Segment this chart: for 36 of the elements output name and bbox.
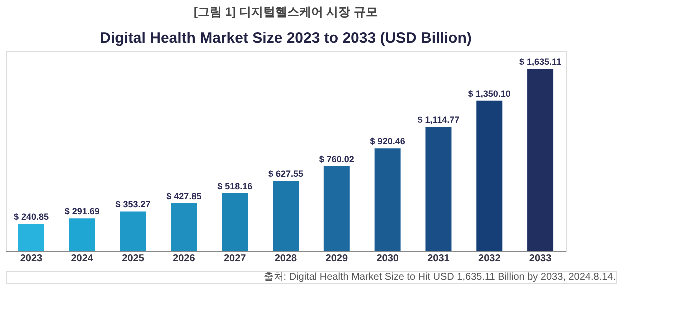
- bar: [324, 166, 350, 251]
- x-tick-label: 2033: [529, 254, 552, 264]
- data-label: $ 627.55: [268, 169, 304, 180]
- x-tick-label: 2031: [428, 254, 450, 264]
- x-tick-label: 2032: [478, 254, 502, 264]
- x-tick-label: 2025: [122, 254, 145, 264]
- bar: [18, 224, 44, 251]
- data-label: $ 353.27: [116, 200, 151, 210]
- data-label: $ 240.85: [14, 212, 49, 222]
- bar: [374, 148, 401, 251]
- chart-title: [그림 1] 디지털헬스케어 시장 규모: [194, 5, 378, 19]
- data-label: $ 760.02: [319, 154, 354, 164]
- data-label: $ 291.69: [64, 206, 100, 217]
- x-tick-label: 2028: [274, 254, 298, 264]
- source-note: 출처: Digital Health Market Size to Hit USD 1,635.11 Billion by 2033, 2024.8.14.: [264, 272, 616, 283]
- data-label: $ 1,114.77: [418, 115, 460, 126]
- x-tick-label: 2030: [376, 254, 400, 264]
- data-label: $ 920.46: [370, 136, 406, 147]
- data-label: $ 427.85: [166, 191, 202, 202]
- bar: [171, 203, 198, 251]
- data-label: $ 1,350.10: [468, 88, 511, 99]
- x-tick-label: 2024: [71, 254, 94, 264]
- bar: [476, 100, 503, 251]
- x-tick-label: 2026: [173, 254, 196, 264]
- bar: [120, 212, 146, 251]
- bar: [222, 193, 248, 251]
- data-label: $ 518.16: [218, 181, 253, 192]
- chart-subtitle: Digital Health Market Size 2023 to 2033 (USD Billion): [100, 30, 472, 47]
- bar: [69, 218, 96, 251]
- x-tick-label: 2027: [224, 254, 247, 264]
- x-tick-label: 2029: [326, 254, 348, 264]
- bar: [273, 181, 299, 251]
- bar: [528, 69, 554, 251]
- x-tick-label: 2023: [20, 254, 44, 264]
- bar: [426, 127, 452, 251]
- data-label: $ 1,635.11: [520, 57, 562, 68]
